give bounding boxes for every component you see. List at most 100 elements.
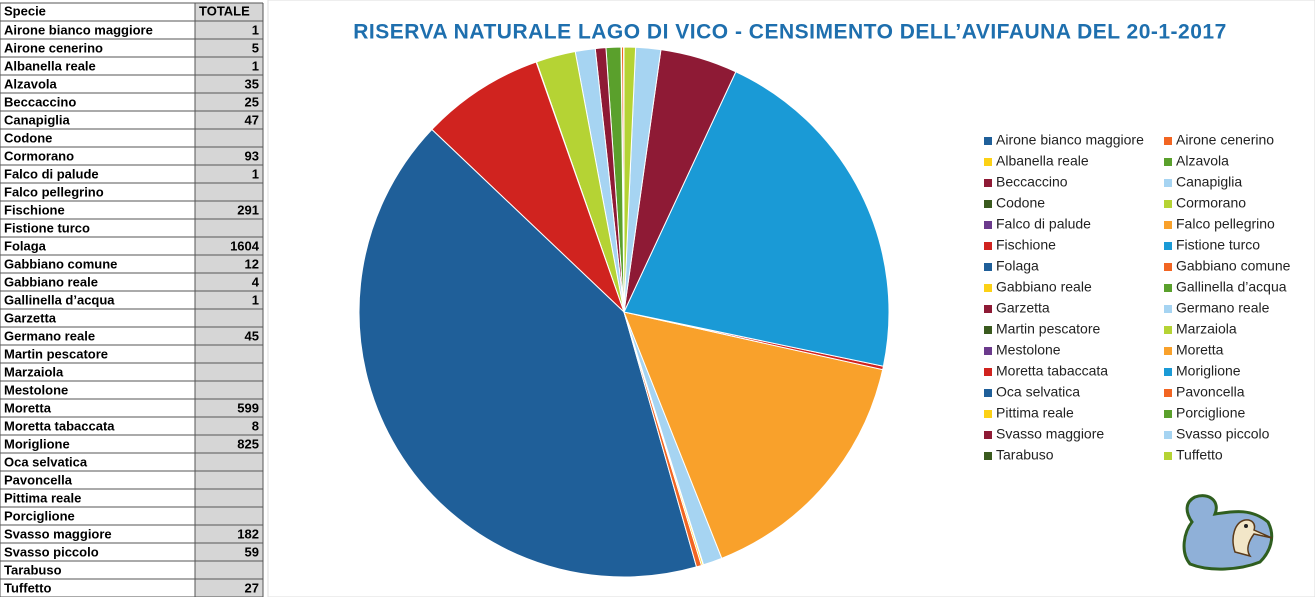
species-name: Gabbiano reale (4, 274, 98, 289)
species-total: 1 (252, 22, 259, 37)
value-column-bg (195, 3, 263, 597)
pie-slice (623, 71, 890, 367)
legend-label: Tuffetto (1176, 447, 1223, 463)
pie-slice (358, 128, 698, 578)
legend-swatch (1164, 347, 1172, 355)
legend-swatch (1164, 200, 1172, 208)
species-name: Fistione turco (4, 220, 90, 235)
species-name: Airone cenerino (4, 40, 103, 55)
species-name: Svasso piccolo (4, 544, 99, 559)
legend-label: Falco di palude (996, 216, 1091, 232)
species-total: 27 (245, 580, 259, 595)
species-name: Oca selvatica (4, 454, 88, 469)
legend-swatch (984, 179, 992, 187)
legend-label: Tarabuso (996, 447, 1054, 463)
legend-swatch (1164, 368, 1172, 376)
legend-label: Oca selvatica (996, 384, 1080, 400)
pie-slice (623, 46, 637, 313)
species-name: Cormorano (4, 148, 74, 163)
legend-label: Germano reale (1176, 300, 1270, 316)
legend-swatch (1164, 389, 1172, 397)
legend-label: Moretta tabaccata (996, 363, 1108, 379)
species-total: 1604 (230, 238, 260, 253)
species-name: Marzaiola (4, 364, 64, 379)
species-total: 291 (237, 202, 259, 217)
legend-swatch (1164, 284, 1172, 292)
legend-label: Beccaccino (996, 174, 1068, 190)
species-name: Tarabuso (4, 562, 62, 577)
legend-swatch (1164, 242, 1172, 250)
legend-swatch (984, 431, 992, 439)
species-total: 45 (245, 328, 259, 343)
legend-swatch (984, 221, 992, 229)
species-total: 1 (252, 292, 259, 307)
legend-label: Gallinella d’acqua (1176, 279, 1287, 295)
species-name: Moriglione (4, 436, 70, 451)
species-name: Airone bianco maggiore (4, 22, 153, 37)
species-total: 825 (237, 436, 259, 451)
species-total: 25 (245, 94, 259, 109)
legend-label: Airone bianco maggiore (996, 132, 1144, 148)
legend-swatch (984, 137, 992, 145)
species-total: 4 (252, 274, 260, 289)
pie-slice (623, 311, 884, 559)
species-name: Germano reale (4, 328, 95, 343)
species-name: Porciglione (4, 508, 75, 523)
legend-label: Albanella reale (996, 153, 1089, 169)
legend-label: Svasso piccolo (1176, 426, 1270, 442)
species-name: Martin pescatore (4, 346, 108, 361)
legend-swatch (1164, 137, 1172, 145)
legend-label: Marzaiola (1176, 321, 1237, 337)
legend-label: Svasso maggiore (996, 426, 1104, 442)
legend-swatch (984, 263, 992, 271)
species-name: Alzavola (4, 76, 58, 91)
legend-swatch (1164, 158, 1172, 166)
species-name: Tuffetto (4, 580, 51, 595)
logo-lake (1182, 494, 1274, 571)
logo (1182, 494, 1274, 571)
legend-swatch (984, 158, 992, 166)
pie-slice (431, 61, 625, 313)
species-name: Gabbiano comune (4, 256, 117, 271)
species-name: Falco di palude (4, 166, 99, 181)
species-name: Moretta (4, 400, 52, 415)
species-name: Codone (4, 130, 52, 145)
legend-swatch (984, 368, 992, 376)
legend-swatch (1164, 305, 1172, 313)
species-name: Canapiglia (4, 112, 71, 127)
legend-swatch (1164, 410, 1172, 418)
species-total: 8 (252, 418, 259, 433)
legend-label: Falco pellegrino (1176, 216, 1275, 232)
legend-label: Mestolone (996, 342, 1061, 358)
legend-label: Cormorano (1176, 195, 1246, 211)
legend-swatch (984, 284, 992, 292)
species-name: Pittima reale (4, 490, 81, 505)
legend-swatch (1164, 263, 1172, 271)
species-total: 12 (245, 256, 259, 271)
legend-label: Airone cenerino (1176, 132, 1274, 148)
legend-label: Alzavola (1176, 153, 1229, 169)
legend-swatch (1164, 452, 1172, 460)
legend-label: Codone (996, 195, 1045, 211)
legend-label: Garzetta (996, 300, 1050, 316)
species-total: 599 (237, 400, 259, 415)
legend-label: Pavoncella (1176, 384, 1245, 400)
logo-bird (1232, 519, 1273, 558)
species-name: Moretta tabaccata (4, 418, 115, 433)
species-name: Svasso maggiore (4, 526, 112, 541)
legend-label: Fischione (996, 237, 1056, 253)
legend-swatch (984, 452, 992, 460)
legend-swatch (1164, 326, 1172, 334)
logo-eye (1244, 524, 1248, 528)
species-total: 47 (245, 112, 259, 127)
legend-swatch (984, 410, 992, 418)
species-name: Fischione (4, 202, 65, 217)
legend-label: Martin pescatore (996, 321, 1100, 337)
legend-swatch (1164, 431, 1172, 439)
species-total: 35 (245, 76, 259, 91)
legend-label: Gabbiano reale (996, 279, 1092, 295)
species-total: 1 (252, 58, 259, 73)
legend-label: Canapiglia (1176, 174, 1242, 190)
species-name: Beccaccino (4, 94, 76, 109)
